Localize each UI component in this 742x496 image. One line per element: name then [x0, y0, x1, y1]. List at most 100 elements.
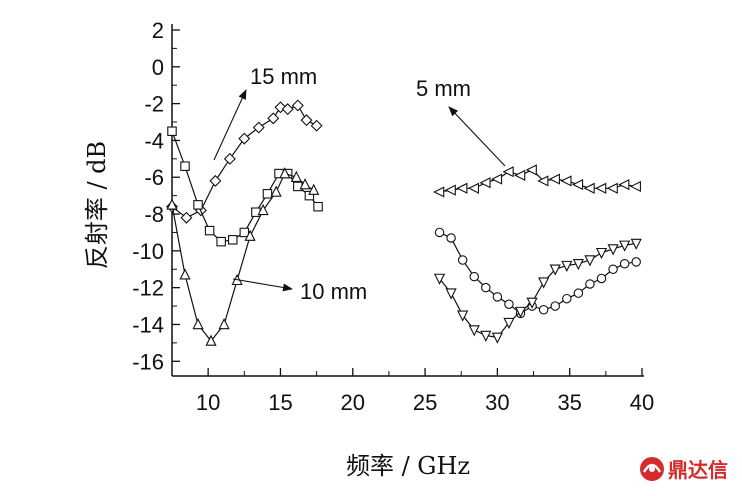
triangle-left-marker — [490, 173, 503, 185]
y-tick-label: -6 — [144, 165, 164, 190]
square-marker — [293, 181, 303, 192]
triangle-left-marker — [571, 179, 584, 191]
series-circle — [434, 227, 641, 319]
triangle-left-marker — [560, 175, 572, 187]
square-marker — [216, 236, 226, 247]
series-triangle-down — [433, 238, 642, 344]
circle-marker — [562, 293, 572, 304]
annotation-arrow — [448, 106, 506, 167]
triangle-up-marker — [257, 203, 269, 216]
triangle-up-marker — [166, 198, 178, 210]
annotation-arrow — [213, 89, 247, 161]
circle-marker — [596, 273, 607, 284]
circle-marker — [631, 257, 641, 267]
circle-marker — [550, 301, 560, 311]
triangle-left-marker — [479, 177, 491, 189]
y-tick-label: 2 — [152, 18, 164, 43]
annotation-label: 15 mm — [250, 64, 317, 89]
diamond-marker — [223, 152, 236, 165]
triangle-left-marker — [537, 175, 549, 187]
triangle-down-marker — [503, 317, 515, 330]
series-square — [167, 126, 323, 247]
triangle-down-marker — [584, 255, 596, 267]
square-marker — [227, 235, 238, 245]
triangle-up-marker — [244, 229, 256, 241]
circle-marker — [446, 233, 456, 243]
series-line — [439, 231, 637, 315]
series-layer — [166, 99, 642, 346]
triangle-left-marker — [583, 182, 595, 194]
y-tick-label: -4 — [144, 128, 164, 153]
diamond-marker — [252, 121, 265, 134]
diamond-marker — [180, 211, 193, 224]
triangle-left-marker — [548, 173, 560, 185]
triangle-up-marker — [279, 167, 291, 179]
y-tick-label: -12 — [132, 276, 164, 301]
triangle-left-marker — [502, 166, 514, 178]
triangle-down-marker — [433, 273, 446, 285]
y-tick-label: 0 — [152, 55, 164, 80]
square-marker — [251, 207, 261, 217]
triangle-left-marker — [467, 182, 479, 194]
triangle-up-marker — [179, 268, 191, 280]
logo-text: 鼎达信 — [668, 458, 728, 482]
x-tick-label: 30 — [485, 390, 509, 415]
circle-marker — [608, 264, 618, 275]
triangle-left-marker — [514, 169, 526, 181]
x-tick-label: 25 — [413, 390, 437, 415]
square-marker — [167, 126, 177, 136]
y-tick-label: -2 — [144, 92, 164, 117]
triangle-up-marker — [192, 318, 204, 330]
diamond-marker — [300, 114, 313, 127]
triangle-down-marker — [630, 238, 642, 250]
annotation-label: 5 mm — [416, 76, 471, 101]
diamond-marker — [291, 99, 304, 112]
circle-marker — [573, 288, 584, 298]
triangle-left-marker — [456, 182, 468, 194]
x-tick-label: 20 — [341, 390, 365, 415]
circle-marker — [434, 227, 445, 238]
triangle-down-marker — [538, 277, 550, 289]
triangle-down-marker — [607, 244, 619, 256]
triangle-left-marker — [433, 186, 445, 198]
triangle-down-marker — [480, 330, 492, 342]
triangle-left-marker — [618, 179, 630, 191]
triangle-left-marker — [525, 164, 537, 176]
triangle-down-marker — [445, 288, 457, 300]
x-tick-label: 40 — [630, 390, 654, 415]
circle-marker — [538, 304, 549, 315]
triangle-left-marker — [629, 180, 641, 193]
annotation-layer: 15 mm 5 mm 10 mm — [213, 64, 506, 304]
diamond-marker — [281, 103, 294, 116]
triangle-up-marker — [270, 185, 282, 197]
square-marker — [180, 161, 190, 171]
triangle-left-marker — [444, 184, 456, 196]
x-axis-title: 频率 / GHz — [346, 452, 470, 480]
annotation-label: 10 mm — [300, 279, 367, 304]
y-axis-title: 反射率 / dB — [83, 141, 111, 269]
square-marker — [262, 189, 273, 199]
x-tick-label: 15 — [268, 390, 292, 415]
triangle-down-marker — [549, 264, 561, 276]
triangle-down-marker — [572, 258, 584, 271]
series-triangle-left — [433, 164, 641, 198]
triangle-up-marker — [290, 170, 302, 182]
y-tick-label: -10 — [132, 239, 164, 264]
diamond-marker — [238, 132, 251, 145]
brand-logo: 鼎达信 — [640, 457, 728, 482]
diamond-marker — [209, 174, 222, 187]
triangle-left-marker — [595, 182, 607, 194]
diamond-marker — [310, 119, 323, 132]
y-tick-label: -14 — [132, 312, 164, 337]
annotation-arrow — [232, 278, 293, 292]
triangle-down-marker — [595, 247, 608, 260]
series-diamond — [166, 99, 323, 224]
triangle-down-marker — [514, 306, 527, 319]
square-marker — [239, 227, 250, 238]
circle-marker — [619, 258, 630, 269]
series-line — [171, 172, 315, 342]
triangle-down-marker — [468, 325, 480, 337]
triangle-up-marker — [205, 334, 217, 346]
triangle-up-marker — [299, 178, 311, 190]
